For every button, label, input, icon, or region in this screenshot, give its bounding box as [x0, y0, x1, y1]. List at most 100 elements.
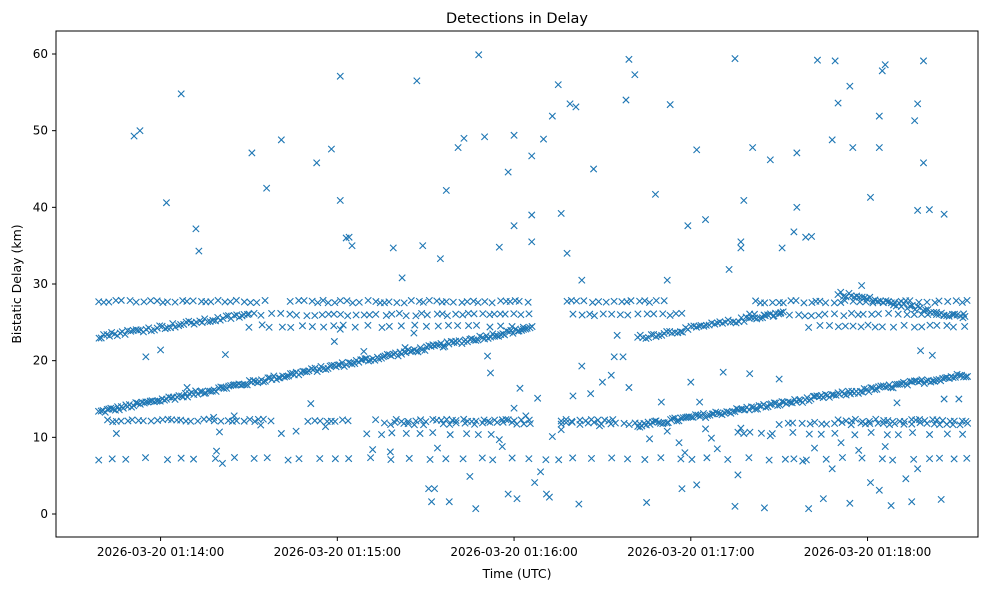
data-point [122, 455, 130, 463]
data-point [454, 143, 462, 152]
data-point [889, 323, 898, 331]
data-point [357, 356, 365, 364]
data-point [949, 323, 957, 331]
data-point [459, 311, 467, 319]
data-point [336, 196, 344, 205]
data-point [379, 353, 387, 361]
data-point [822, 455, 830, 463]
data-point [348, 242, 356, 250]
data-point [308, 297, 316, 305]
data-point [931, 299, 939, 307]
data-point [908, 378, 916, 386]
data-point [253, 298, 261, 307]
data-point [286, 370, 295, 378]
data-point [908, 301, 916, 309]
data-point [781, 455, 789, 463]
data-point [243, 381, 251, 389]
data-point [887, 501, 895, 510]
data-point [212, 447, 221, 455]
data-point [875, 143, 883, 152]
data-point [519, 323, 527, 331]
data-point [857, 323, 865, 331]
data-point [486, 369, 495, 377]
data-point [313, 159, 321, 167]
data-point [230, 453, 239, 462]
data-point [678, 309, 686, 317]
data-point [429, 428, 437, 437]
data-point [404, 417, 412, 426]
data-point [459, 455, 467, 463]
data-point [351, 323, 359, 331]
data-point [177, 90, 185, 98]
data-point [481, 297, 489, 306]
data-point [900, 420, 908, 428]
data-point [196, 387, 204, 396]
data-point [474, 336, 482, 344]
data-point [117, 417, 125, 425]
data-point [380, 419, 389, 427]
data-point [659, 310, 667, 318]
data-point [790, 455, 798, 463]
data-point [154, 397, 162, 405]
data-point [641, 455, 649, 464]
data-point [105, 332, 114, 340]
data-point [752, 297, 760, 305]
data-point [761, 299, 769, 307]
data-point [949, 311, 958, 319]
data-point [339, 321, 347, 329]
data-point [737, 424, 745, 432]
data-point [443, 312, 451, 320]
data-point [703, 454, 711, 462]
data-point [623, 298, 631, 306]
data-point [240, 417, 248, 425]
data-point [534, 394, 542, 402]
data-point [513, 420, 521, 428]
data-point [331, 417, 339, 426]
data-point [209, 316, 217, 324]
data-point [608, 454, 616, 462]
data-point [802, 233, 810, 241]
data-point [389, 244, 397, 252]
data-point [916, 347, 925, 355]
data-point [277, 136, 285, 144]
data-point [746, 428, 754, 436]
data-point [805, 505, 813, 513]
data-point [625, 420, 633, 429]
data-point [701, 216, 710, 224]
data-point [232, 296, 240, 304]
data-point [598, 378, 607, 386]
data-point [663, 327, 671, 336]
data-point [563, 297, 571, 305]
data-point [189, 297, 197, 305]
data-point [881, 61, 889, 69]
data-point [821, 390, 830, 399]
data-point [470, 420, 479, 428]
data-point [587, 454, 596, 463]
data-point [687, 413, 695, 421]
data-point [452, 416, 460, 425]
data-point [516, 384, 524, 392]
data-point [887, 383, 895, 392]
data-point [513, 495, 521, 503]
data-point [916, 419, 924, 427]
data-point [943, 430, 951, 438]
data-point [183, 297, 191, 305]
data-point [940, 395, 948, 403]
data-point [672, 310, 680, 318]
data-point [949, 421, 957, 429]
data-point [377, 430, 386, 439]
data-point [837, 439, 845, 447]
data-point [881, 442, 889, 451]
data-point [789, 428, 797, 437]
data-point [369, 446, 377, 454]
data-point [673, 417, 681, 425]
data-point [933, 416, 941, 424]
data-point [221, 298, 229, 306]
data-point [724, 455, 732, 464]
data-point [555, 456, 563, 464]
data-point [910, 455, 918, 463]
data-point [522, 412, 530, 420]
data-point [278, 323, 286, 331]
data-point [331, 299, 339, 307]
